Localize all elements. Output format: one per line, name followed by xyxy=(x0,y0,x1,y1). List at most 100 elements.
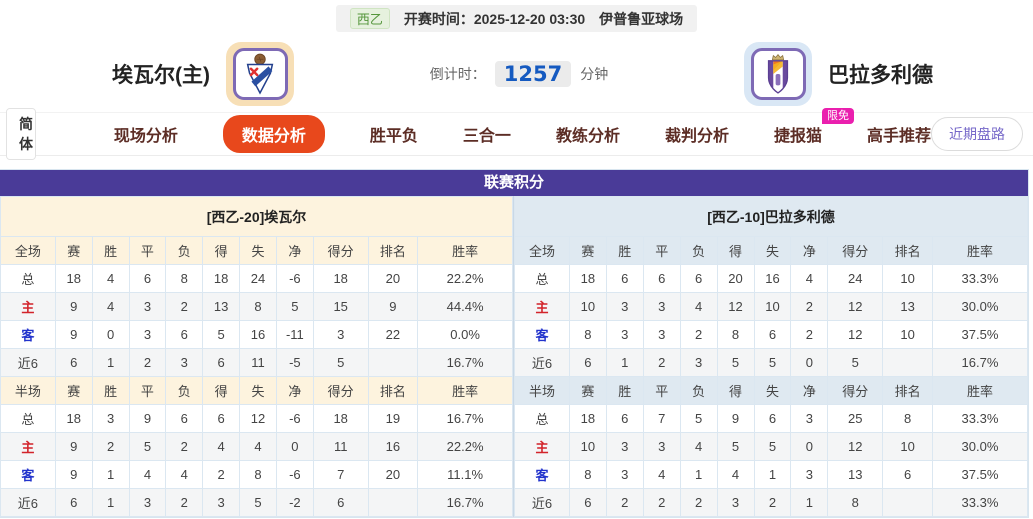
stats-row: 客 9 1 4 4 2 8 -6 7 20 11.1% xyxy=(0,460,513,489)
stat-value: 19 xyxy=(367,404,419,433)
col-header: 负 xyxy=(165,376,204,405)
stat-value: 5 xyxy=(275,292,314,321)
stat-value: 5 xyxy=(753,432,792,461)
stats-row: 近6 6 1 3 2 3 5 -2 6 16.7% xyxy=(0,488,513,517)
col-header: 得分 xyxy=(827,236,884,265)
stat-value: 24 xyxy=(827,264,884,293)
stat-value: 3 xyxy=(642,320,681,349)
stat-value: 11 xyxy=(239,348,277,377)
stat-value: 9 xyxy=(54,320,93,349)
stat-value: 6 xyxy=(568,348,607,377)
col-header: 得分 xyxy=(312,236,369,265)
stat-value: 22.2% xyxy=(417,264,513,293)
stat-value: 3 xyxy=(679,348,718,377)
stat-value: 10 xyxy=(568,292,607,321)
col-header: 赛 xyxy=(54,236,93,265)
stat-value: 1 xyxy=(790,488,829,517)
row-scope-label: 近6 xyxy=(0,348,56,377)
stat-value: 30.0% xyxy=(931,432,1029,461)
stat-value: 18 xyxy=(202,264,241,293)
home-crest-icon xyxy=(246,53,274,95)
col-header: 平 xyxy=(128,236,167,265)
nav-tab-5[interactable]: 裁判分析 xyxy=(664,128,729,145)
nav-tab-7[interactable]: 高手推荐 xyxy=(866,128,931,145)
stat-value: 22.2% xyxy=(417,432,513,461)
away-team-name: 巴拉多利德 xyxy=(828,64,933,87)
scope-header: 全场 xyxy=(514,236,570,265)
stat-value: 1 xyxy=(753,460,792,489)
col-header: 胜率 xyxy=(931,236,1029,265)
stat-value: 8 xyxy=(882,404,933,433)
nav-tab-0[interactable]: 现场分析 xyxy=(113,128,178,145)
stat-value: 9 xyxy=(54,432,93,461)
countdown-unit: 分钟 xyxy=(580,66,609,82)
nav-tab-2[interactable]: 胜平负 xyxy=(369,128,418,145)
stat-value: -5 xyxy=(275,348,314,377)
stat-value: 6 xyxy=(202,348,241,377)
col-header: 净 xyxy=(790,376,829,405)
away-team-crest xyxy=(750,48,806,100)
stat-value: 5 xyxy=(827,348,884,377)
stat-value: 12 xyxy=(716,292,755,321)
stat-value: 2 xyxy=(753,488,792,517)
col-header: 胜率 xyxy=(417,376,513,405)
nav-tab-1[interactable]: 数据分析 xyxy=(222,115,325,153)
stat-value: 18 xyxy=(568,264,607,293)
stat-value: 4 xyxy=(790,264,829,293)
row-scope-label: 主 xyxy=(514,432,570,461)
stat-value: 33.3% xyxy=(931,488,1029,517)
row-scope-label: 主 xyxy=(514,292,570,321)
league-points-board: 联赛积分 [西乙-20]埃瓦尔 全场赛胜平负得失净得分 排名 胜率 总 18 4 6 8 18… xyxy=(0,169,1029,518)
away-subtitle-row: [西乙-10]巴拉多利德 xyxy=(514,196,1028,237)
stat-value: 9 xyxy=(54,292,93,321)
col-header: 胜 xyxy=(605,376,644,405)
row-scope-label: 客 xyxy=(0,460,56,489)
stat-value: 4 xyxy=(239,432,277,461)
stats-row: 总 18 6 7 5 9 6 3 25 8 33.3% xyxy=(514,404,1029,433)
stats-row: 总 18 4 6 8 18 24 -6 18 20 22.2% xyxy=(0,264,513,293)
stat-value: 8 xyxy=(716,320,755,349)
col-header: 失 xyxy=(753,236,792,265)
nav-tab-4[interactable]: 教练分析 xyxy=(555,128,620,145)
recent-trend-button[interactable]: 近期盘路 xyxy=(931,117,1023,151)
stat-value: 1 xyxy=(91,460,130,489)
nav-tab-3[interactable]: 三合一 xyxy=(462,128,511,145)
stat-value: 8 xyxy=(165,264,204,293)
stat-value: 16 xyxy=(753,264,792,293)
row-scope-label: 近6 xyxy=(514,348,570,377)
stat-value: 5 xyxy=(716,432,755,461)
col-header: 失 xyxy=(239,376,277,405)
stat-value: 2 xyxy=(642,488,681,517)
row-scope-label: 近6 xyxy=(514,488,570,517)
stat-value: 3 xyxy=(165,348,204,377)
stat-value: 33.3% xyxy=(931,404,1029,433)
stat-value: 0 xyxy=(790,348,829,377)
stat-value: 18 xyxy=(54,404,93,433)
stat-value: 5 xyxy=(753,348,792,377)
stats-row: 总 18 6 6 6 20 16 4 24 10 33.3% xyxy=(514,264,1029,293)
row-scope-label: 主 xyxy=(0,292,56,321)
stat-value: -6 xyxy=(275,404,314,433)
stat-value xyxy=(882,348,933,377)
col-header: 排名 xyxy=(367,376,419,405)
stats-row: 主 9 2 5 2 4 4 0 11 16 22.2% xyxy=(0,432,513,461)
nav-tab-6[interactable]: 捷报猫 限免 xyxy=(774,108,854,146)
away-subtitle: [西乙-10]巴拉多利德 xyxy=(514,196,1028,237)
stat-value: 10 xyxy=(568,432,607,461)
home-stats-table: [西乙-20]埃瓦尔 全场赛胜平负得失净得分 排名 胜率 总 18 4 6 8 18 24 -6 1… xyxy=(0,196,513,517)
col-header: 净 xyxy=(275,236,314,265)
stat-value: 6 xyxy=(642,264,681,293)
col-header: 失 xyxy=(753,376,792,405)
stat-value: 6 xyxy=(54,348,93,377)
language-toggle: 简体 繁体 xyxy=(6,108,36,160)
col-header: 得 xyxy=(716,376,755,405)
stat-value: 6 xyxy=(165,404,204,433)
stat-value: 6 xyxy=(568,488,607,517)
stat-value: -2 xyxy=(275,488,314,517)
stats-row: 总 18 3 9 6 6 12 -6 18 19 16.7% xyxy=(0,404,513,433)
stat-value: 3 xyxy=(312,320,369,349)
lang-simplified[interactable]: 简体 xyxy=(7,109,35,159)
away-crest-icon xyxy=(767,54,789,94)
stat-value: 9 xyxy=(716,404,755,433)
